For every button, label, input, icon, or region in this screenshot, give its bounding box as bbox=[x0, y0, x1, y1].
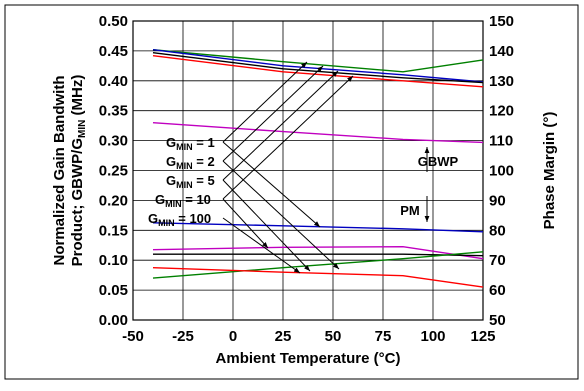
pm-arrow bbox=[222, 160, 340, 270]
y-right-tick-label: 150 bbox=[489, 13, 514, 30]
pm-arrow bbox=[222, 217, 301, 274]
series-line-left-2 bbox=[152, 55, 484, 88]
x-axis-label: Ambient Temperature (°C) bbox=[216, 350, 401, 367]
gmin-label: GMIN = 2 bbox=[166, 154, 215, 171]
y-left-tick-label: 0.10 bbox=[99, 252, 128, 269]
gmin-label-value: = 100 bbox=[175, 211, 212, 226]
y-left-axis-label-line2: Product; GBWP/GMIN (MHz) bbox=[69, 75, 88, 267]
y-left-axis-label-line1: Normalized Gain Bandwith bbox=[51, 75, 68, 265]
gmin-label-prefix: G bbox=[155, 192, 165, 207]
x-tick-label: -50 bbox=[122, 328, 144, 345]
y-left-axis-label-subscript: MIN bbox=[77, 120, 88, 138]
series-line-right-5 bbox=[152, 222, 484, 233]
y-left-tick-label: 0.15 bbox=[99, 222, 128, 239]
series-line-left-3 bbox=[152, 52, 484, 84]
y-left-tick-label: 0.35 bbox=[99, 103, 128, 120]
y-left-axis-label-unit: (MHz) bbox=[69, 75, 86, 120]
y-right-tick-label: 80 bbox=[489, 222, 506, 239]
pm-arrow bbox=[222, 141, 321, 228]
gmin-label-value: = 1 bbox=[193, 135, 215, 150]
plot-border bbox=[132, 20, 484, 321]
outer-frame bbox=[4, 4, 579, 380]
y-right-tick-label: 70 bbox=[489, 252, 506, 269]
pm-label: PM bbox=[400, 203, 420, 218]
pm-arrow bbox=[222, 179, 311, 272]
y-left-axis-label-text: Product; GBWP/G bbox=[69, 138, 86, 266]
x-tick-label: 100 bbox=[420, 328, 445, 345]
x-tick-label: 50 bbox=[325, 328, 342, 345]
series-line-left-1 bbox=[152, 49, 484, 83]
gbwp-arrow bbox=[222, 75, 354, 200]
y-right-tick-label: 120 bbox=[489, 103, 514, 120]
y-left-tick-label: 0.20 bbox=[99, 192, 128, 209]
y-right-tick-label: 60 bbox=[489, 282, 506, 299]
series-line-left-4 bbox=[152, 122, 484, 144]
gmin-label-subscript: MIN bbox=[165, 199, 182, 209]
y-right-tick-label: 100 bbox=[489, 163, 514, 180]
gmin-label-subscript: MIN bbox=[158, 218, 175, 228]
y-left-tick-label: 0.05 bbox=[99, 282, 128, 299]
gmin-label-prefix: G bbox=[166, 173, 176, 188]
y-left-tick-label: 0.25 bbox=[99, 163, 128, 180]
y-left-tick-label: 0.40 bbox=[99, 73, 128, 90]
gmin-label: GMIN = 5 bbox=[166, 173, 215, 190]
gmin-label-value: = 10 bbox=[182, 192, 211, 207]
gmin-label-prefix: G bbox=[166, 154, 176, 169]
series-line-left-0 bbox=[152, 49, 484, 73]
gmin-label-value: = 5 bbox=[193, 173, 215, 188]
y-right-tick-label: 50 bbox=[489, 312, 506, 329]
x-tick-label: 75 bbox=[375, 328, 392, 345]
y-right-tick-label: 110 bbox=[489, 133, 513, 150]
gmin-label-prefix: G bbox=[166, 135, 176, 150]
x-tick-label: 125 bbox=[470, 328, 495, 345]
series-line-right-9 bbox=[152, 267, 484, 288]
x-tick-label: 25 bbox=[275, 328, 292, 345]
y-right-tick-label: 140 bbox=[489, 43, 514, 60]
y-left-tick-label: 0.00 bbox=[99, 312, 128, 329]
series-line-right-6 bbox=[152, 245, 484, 260]
gbwp-arrow bbox=[222, 65, 324, 162]
x-tick-label: -25 bbox=[172, 328, 194, 345]
gbwp-arrow bbox=[222, 70, 339, 181]
gmin-label-subscript: MIN bbox=[176, 180, 193, 190]
gmin-label-subscript: MIN bbox=[176, 161, 193, 171]
gmin-label-prefix: G bbox=[148, 211, 158, 226]
x-tick-label: 0 bbox=[229, 328, 237, 345]
gmin-label-value: = 2 bbox=[193, 154, 215, 169]
pm-arrow bbox=[222, 198, 269, 249]
gbwp-label: GBWP bbox=[418, 154, 459, 169]
y-right-axis-label: Phase Margin (°) bbox=[541, 112, 558, 230]
y-left-tick-label: 0.45 bbox=[99, 43, 128, 60]
gmin-label-subscript: MIN bbox=[176, 142, 193, 152]
y-right-tick-label: 130 bbox=[489, 73, 514, 90]
gbwp-arrow bbox=[222, 61, 308, 143]
series-line-right-8 bbox=[152, 251, 484, 279]
y-left-tick-label: 0.50 bbox=[99, 13, 128, 30]
y-left-tick-label: 0.30 bbox=[99, 133, 128, 150]
gmin-label: GMIN = 1 bbox=[166, 135, 215, 152]
gmin-label: GMIN = 10 bbox=[155, 192, 211, 209]
y-right-tick-label: 90 bbox=[489, 192, 506, 209]
gmin-label: GMIN = 100 bbox=[148, 211, 211, 228]
